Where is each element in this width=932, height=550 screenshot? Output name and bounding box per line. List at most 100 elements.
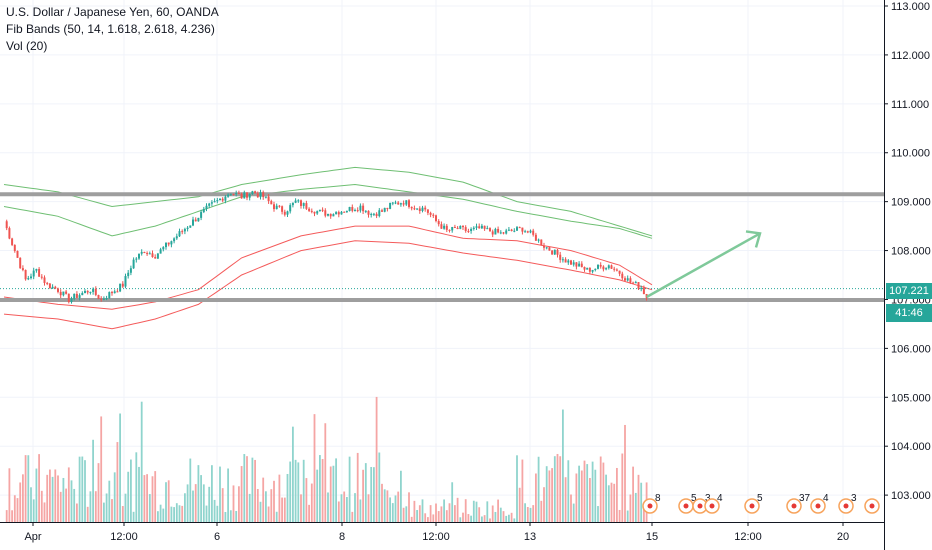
volume-bar (67, 467, 70, 522)
volume-bar (143, 475, 146, 522)
volume-bar (167, 480, 170, 522)
volume-bar (278, 474, 281, 522)
volume-bar (130, 459, 132, 522)
candle-body (553, 249, 556, 255)
volume-bar (621, 453, 624, 522)
volume-bar (370, 466, 373, 522)
price-tick-label: 113.000 (891, 1, 930, 13)
candle-body (267, 196, 270, 202)
volume-bar (165, 482, 167, 522)
volume-bar (413, 500, 416, 522)
candle-body (175, 236, 178, 239)
volume-bar (119, 413, 121, 522)
volume-bar (594, 469, 597, 522)
candle-body (588, 267, 591, 272)
candle-body (524, 231, 527, 233)
candle-body (534, 234, 537, 241)
candle-body (94, 288, 97, 295)
candle-body (216, 200, 219, 202)
volume-bar (243, 454, 246, 522)
candle-body (426, 209, 429, 213)
volume-label[interactable]: Vol (20) (6, 39, 48, 53)
volume-bar (607, 485, 610, 522)
projection-arrow[interactable] (645, 230, 762, 299)
volume-bar (570, 494, 572, 522)
candle-body (518, 227, 521, 229)
volume-bar (508, 514, 510, 522)
candle-body (259, 192, 262, 198)
event-markers[interactable]: 8 5 3 4 5 37 4 3 (642, 493, 880, 514)
candle-body (543, 245, 545, 248)
candle-body (478, 226, 481, 229)
candle-body (491, 231, 494, 235)
candle-body (16, 250, 19, 258)
volume-bar (543, 487, 545, 522)
candle-body (224, 196, 227, 201)
candle-body (192, 219, 194, 226)
volume-bar (175, 503, 178, 522)
volume-bar (497, 499, 499, 522)
candle-body (507, 229, 510, 231)
candle-body (143, 251, 146, 254)
volume-bar (381, 483, 383, 522)
candle-body (545, 247, 548, 249)
candle-body (308, 208, 311, 211)
time-axis[interactable]: Apr 12:00 6 8 12:00 13 15 12:00 20 (0, 522, 884, 550)
candle-body (340, 211, 343, 215)
candle-body (78, 295, 81, 298)
candle-body (437, 221, 440, 225)
volume-bar (286, 473, 289, 522)
volume-bar (316, 469, 319, 522)
volume-bar (246, 456, 248, 522)
volume-bar (459, 517, 462, 522)
volume-bar (5, 510, 8, 522)
candle-body (383, 207, 386, 212)
event-marker-count: 37 (799, 493, 811, 504)
candle-body (599, 264, 602, 267)
volume-bar (605, 474, 607, 522)
candle-body (443, 225, 446, 229)
price-axis[interactable]: 113.000 112.000 111.000 110.000 109.000 108.0… (884, 0, 932, 550)
volume-bar (302, 459, 305, 522)
symbol-title[interactable]: U.S. Dollar / Japanese Yen, 60, OANDA (6, 5, 219, 19)
event-marker-dot (869, 503, 875, 509)
volume-bar (238, 486, 240, 522)
volume-bar (265, 491, 267, 522)
candle-body (240, 193, 243, 199)
candle-body (146, 253, 149, 255)
candle-body (51, 286, 54, 289)
volume-bar (443, 499, 445, 522)
volume-bar (135, 452, 138, 522)
volume-bar (472, 500, 475, 522)
candle-body (246, 192, 248, 198)
volume-bar (578, 465, 580, 522)
candle-body (537, 239, 540, 241)
fib-bands-label[interactable]: Fib Bands (50, 14, 1.618, 2.618, 4.236) (6, 22, 215, 36)
candle-body (418, 208, 421, 211)
volume-bar (92, 439, 94, 522)
candle-body (197, 217, 200, 222)
volume-bar (32, 499, 35, 522)
candle-body (264, 196, 267, 198)
volume-bar (597, 506, 599, 522)
volume-bar (43, 502, 46, 522)
volume-bar (13, 495, 16, 522)
candle-body (167, 242, 170, 245)
event-marker-dot (683, 503, 689, 509)
volume-bar (618, 509, 621, 522)
volume-bar (491, 505, 494, 522)
candle-body (502, 232, 505, 234)
volume-bar (70, 480, 73, 522)
volume-bar (27, 455, 30, 522)
volume-bar (445, 510, 448, 522)
candle-body (289, 205, 292, 212)
volume-bar (429, 505, 432, 522)
candle-body (48, 283, 51, 289)
volume-bar (548, 470, 551, 522)
candle-body (364, 210, 367, 212)
candle-body (86, 290, 89, 293)
horizontal-levels[interactable] (0, 192, 884, 302)
candle-body (586, 267, 589, 270)
candle-body (624, 278, 626, 281)
